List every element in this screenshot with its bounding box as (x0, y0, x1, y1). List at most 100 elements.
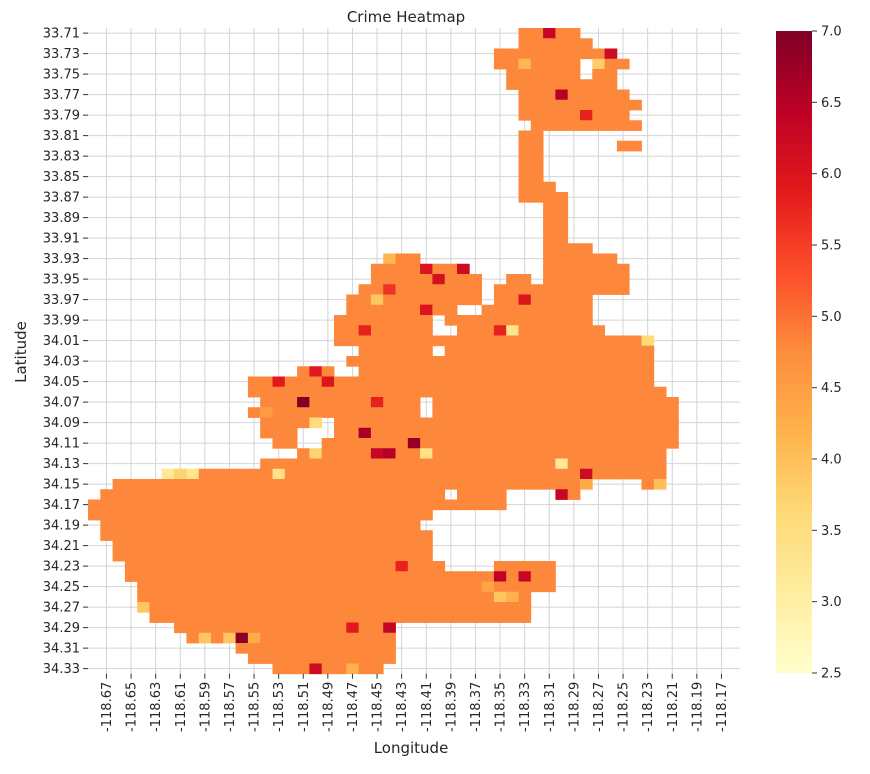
heatmap-cell (629, 99, 642, 111)
heatmap-cell (444, 417, 458, 429)
heatmap-cell (580, 79, 593, 90)
heatmap-cell (358, 479, 372, 490)
heatmap-cell (432, 263, 446, 275)
heatmap-cell (260, 612, 273, 623)
heatmap-cell (580, 417, 593, 429)
heatmap-cell (629, 335, 642, 347)
heatmap-cell (211, 561, 224, 572)
heatmap-cell (493, 315, 507, 326)
heatmap-cell (444, 438, 458, 449)
heatmap-cell (481, 468, 495, 480)
heatmap-cell (284, 386, 298, 398)
heatmap-cell (432, 581, 446, 593)
heatmap-cell (284, 438, 298, 449)
x-tick-label: -118.49 (321, 682, 336, 732)
heatmap-cell (395, 274, 409, 285)
heatmap-cell (407, 263, 421, 275)
heatmap-cell (346, 417, 359, 429)
heatmap-cell (506, 602, 519, 613)
heatmap-cell (186, 602, 200, 613)
heatmap-cell (346, 499, 359, 511)
heatmap-cell (543, 69, 556, 80)
heatmap-cell (567, 479, 581, 490)
heatmap-cell (457, 448, 470, 459)
heatmap-cell (555, 253, 569, 265)
heatmap-cell (420, 612, 433, 623)
heatmap-cell (616, 397, 630, 408)
heatmap-cell (383, 448, 396, 459)
y-tick-label: 34.31 (43, 642, 80, 657)
heatmap-cell (149, 540, 163, 552)
heatmap-cell (518, 376, 532, 388)
heatmap-cell (407, 345, 421, 357)
heatmap-cell (321, 376, 335, 388)
y-tick-label: 34.01 (43, 334, 80, 349)
heatmap-cell (346, 356, 359, 367)
heatmap-cell (518, 356, 532, 367)
heatmap-cell (420, 540, 433, 552)
heatmap-cell (567, 274, 581, 285)
heatmap-cell (297, 520, 310, 531)
heatmap-cell (149, 561, 163, 572)
heatmap-cell (653, 386, 667, 398)
heatmap-cell (580, 397, 593, 408)
heatmap-cell (469, 489, 482, 500)
heatmap-cell (346, 663, 359, 675)
heatmap-cell (457, 571, 470, 582)
heatmap-cell (370, 571, 384, 582)
heatmap-cell (407, 335, 421, 347)
heatmap-cell (592, 89, 605, 101)
heatmap-cell (395, 489, 409, 500)
heatmap-cell (137, 489, 150, 500)
heatmap-cell (137, 479, 150, 490)
heatmap-cell (543, 79, 556, 90)
heatmap-cell (260, 489, 273, 500)
heatmap-cell (506, 479, 519, 490)
heatmap-cell (641, 335, 655, 347)
heatmap-cell (309, 468, 323, 480)
heatmap-cell (272, 663, 286, 675)
heatmap-cell (383, 284, 396, 295)
heatmap-cell (616, 274, 630, 285)
heatmap-cell (481, 335, 495, 347)
heatmap-cell (407, 540, 421, 552)
heatmap-cell (420, 458, 433, 470)
heatmap-cell (407, 591, 421, 603)
heatmap-cell (580, 263, 593, 275)
heatmap-cell (653, 427, 667, 439)
heatmap-cell (124, 561, 138, 572)
heatmap-cell (370, 448, 384, 459)
x-tick-label: -118.25 (617, 682, 632, 732)
heatmap-cell (604, 110, 618, 121)
heatmap-cell (309, 520, 323, 531)
heatmap-cell (383, 571, 396, 582)
heatmap-cell (580, 89, 593, 101)
y-tick-label: 34.21 (43, 539, 80, 554)
x-tick-label: -118.19 (690, 682, 705, 732)
heatmap-cell (592, 58, 605, 70)
heatmap-cell (358, 407, 372, 418)
heatmap-cell (493, 458, 507, 470)
heatmap-cell (211, 591, 224, 603)
heatmap-cell (506, 79, 519, 90)
heatmap-cell (395, 304, 409, 316)
heatmap-cell (321, 438, 335, 449)
heatmap-cell (580, 427, 593, 439)
heatmap-cell (211, 581, 224, 593)
heatmap-cell (137, 530, 150, 541)
heatmap-cell (592, 79, 605, 90)
heatmap-cell (383, 407, 396, 418)
heatmap-cell (247, 622, 261, 634)
heatmap-cell (297, 479, 310, 490)
heatmap-cell (493, 479, 507, 490)
y-tick-label: 33.81 (43, 129, 80, 144)
heatmap-cell (580, 407, 593, 418)
heatmap-cell (420, 376, 433, 388)
heatmap-cell (260, 561, 273, 572)
y-tick-label: 33.99 (43, 314, 80, 329)
heatmap-cell (112, 550, 126, 562)
heatmap-cell (555, 274, 569, 285)
heatmap-cell (604, 263, 618, 275)
x-tick-label: -118.63 (149, 682, 164, 732)
heatmap-cell (580, 253, 593, 265)
